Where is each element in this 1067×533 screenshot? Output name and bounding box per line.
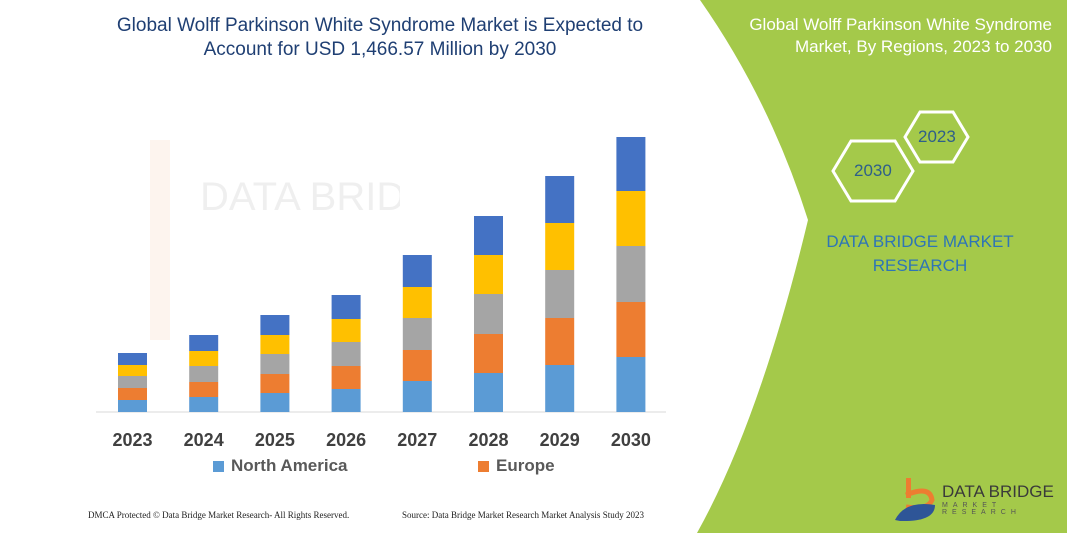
x-tick-label: 2027 — [397, 430, 438, 450]
bar-segment-2026-series-2 — [331, 366, 361, 389]
bar-segment-2023-series-4 — [118, 365, 147, 376]
bar-segment-2024-series-2 — [189, 382, 219, 397]
side-panel-title: Global Wolff Parkinson White Syndrome Ma… — [749, 15, 1052, 56]
bar-segment-2030-series-5 — [616, 137, 646, 191]
bar-segment-2025-series-5 — [260, 315, 290, 335]
bar-segment-2023-series-2 — [118, 388, 147, 400]
bar-segment-2025-series-1 — [260, 393, 290, 412]
legend-label-north-america: North America — [231, 456, 348, 475]
bar-segment-2027-series-3 — [402, 318, 432, 350]
logo-subtext: MARKET RESEARCH — [942, 502, 1021, 516]
bar-segment-2024-series-4 — [189, 351, 219, 366]
x-tick-label: 2029 — [539, 430, 580, 450]
footer-source: Source: Data Bridge Market Research Mark… — [402, 510, 644, 520]
bar-segment-2023-series-1 — [118, 400, 147, 412]
bar-segment-2027-series-2 — [402, 350, 432, 381]
x-tick-label: 2028 — [468, 430, 509, 450]
bar-segment-2023-series-3 — [118, 376, 147, 388]
bar-segment-2029-series-4 — [545, 223, 575, 270]
hex-label-2023: 2023 — [918, 127, 956, 146]
x-tick-label: 2030 — [610, 430, 651, 450]
bar-segment-2028-series-1 — [474, 373, 503, 412]
bar-segment-2024-series-3 — [189, 366, 219, 382]
legend-label-europe: Europe — [496, 456, 555, 475]
hex-label-2030: 2030 — [854, 161, 892, 180]
bar-segment-2029-series-2 — [545, 318, 575, 365]
bar-segment-2030-series-1 — [616, 357, 646, 412]
hexagon-2023 — [903, 110, 970, 164]
bar-segment-2030-series-2 — [616, 302, 646, 357]
logo-icon — [895, 478, 935, 522]
bar-segment-2030-series-4 — [616, 191, 646, 246]
bar-segment-2025-series-3 — [260, 354, 290, 374]
bar-segment-2025-series-4 — [260, 335, 290, 354]
x-tick-label: 2026 — [326, 430, 367, 450]
bar-segment-2028-series-5 — [474, 216, 503, 255]
legend-swatch-north-america — [213, 461, 224, 472]
green-panel-shape — [697, 0, 1067, 533]
bar-segment-2026-series-4 — [331, 319, 361, 342]
hexagon-2030 — [831, 139, 915, 203]
bar-segment-2026-series-5 — [331, 295, 361, 319]
footer-copyright: DMCA Protected © Data Bridge Market Rese… — [88, 510, 350, 520]
bar-segment-2028-series-4 — [474, 255, 503, 294]
bar-segment-2026-series-3 — [331, 342, 361, 366]
bar-segment-2028-series-3 — [474, 294, 503, 334]
legend-swatch-europe — [478, 461, 489, 472]
x-tick-label: 2023 — [112, 430, 153, 450]
bar-segment-2027-series-5 — [402, 255, 432, 287]
bar-segment-2024-series-1 — [189, 397, 219, 412]
logo-wordmark: DATA BRIDGE — [942, 482, 1054, 501]
bar-segment-2029-series-3 — [545, 270, 575, 318]
chart-title: Global Wolff Parkinson White Syndrome Ma… — [116, 15, 644, 60]
bar-segment-2025-series-2 — [260, 374, 290, 393]
bar-segment-2027-series-1 — [402, 381, 432, 412]
stacked-bar-chart — [96, 137, 666, 413]
bar-segment-2024-series-5 — [189, 335, 219, 351]
x-tick-label: 2025 — [254, 430, 295, 450]
bar-segment-2029-series-5 — [545, 176, 575, 223]
brand-text: DATA BRIDGE MARKET RESEARCH — [826, 232, 1014, 275]
bar-segment-2023-series-5 — [118, 353, 147, 365]
bar-segment-2029-series-1 — [545, 365, 575, 412]
bar-segment-2030-series-3 — [616, 246, 646, 302]
x-tick-label: 2024 — [183, 430, 224, 450]
bar-segment-2028-series-2 — [474, 334, 503, 373]
bar-segment-2027-series-4 — [402, 287, 432, 318]
bar-segment-2026-series-1 — [331, 389, 361, 412]
